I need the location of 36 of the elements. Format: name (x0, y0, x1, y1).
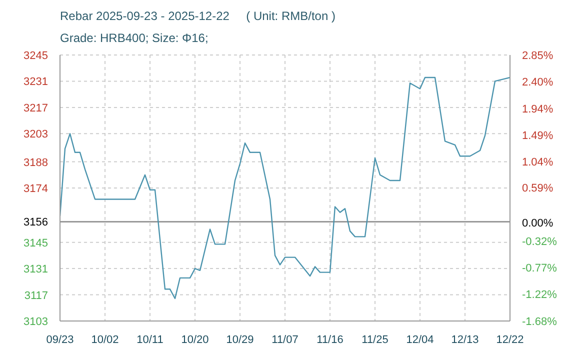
y-tick-label: 3203 (24, 128, 48, 141)
y-tick-label: 3131 (24, 264, 48, 276)
y2-tick-label: 1.49% (522, 130, 554, 142)
x-tick-label: 11/16 (316, 334, 344, 346)
x-tick-label: 11/25 (362, 334, 388, 346)
y2-tick-label: 0.00% (522, 217, 554, 230)
y2-tick-label: -1.22% (522, 288, 558, 301)
y-tick-label: 3103 (24, 316, 48, 328)
x-tick-label: 10/11 (136, 334, 164, 346)
x-tick-label: 12/13 (451, 334, 479, 346)
y2-tick-label: 1.04% (522, 156, 554, 168)
y-tick-label: 3117 (24, 290, 48, 302)
x-tick-label: 09/23 (46, 334, 74, 346)
x-tick-label: 12/22 (496, 334, 524, 346)
y-tick-label: 3188 (24, 156, 48, 169)
y2-tick-label: 1.94% (522, 103, 554, 116)
chart-title: Rebar 2025-09-23 - 2025-12-22 ( Unit: RMB/ton ) (60, 9, 336, 23)
x-tick-label: 12/04 (406, 334, 434, 346)
y-tick-label: 3145 (24, 237, 48, 250)
x-tick-label: 10/20 (181, 334, 209, 346)
chart-subtitle: Grade: HRB400; Size: Φ16; (60, 31, 208, 45)
y2-tick-label: -0.77% (522, 262, 558, 275)
y-tick-label: 3174 (24, 183, 48, 195)
x-tick-label: 10/29 (226, 334, 254, 346)
y-tick-label: 3217 (24, 102, 48, 114)
y2-tick-label: 2.85% (522, 50, 554, 62)
y2-tick-label: -1.68% (522, 316, 558, 328)
y2-tick-label: 0.59% (522, 182, 554, 195)
x-tick-label: 11/07 (272, 334, 298, 346)
line-series (60, 76, 510, 300)
y2-tick-label: -0.32% (522, 236, 558, 248)
y-tick-label: 3231 (24, 76, 48, 88)
y2-tick-label: 2.40% (522, 76, 554, 88)
y-tick-label: 3245 (24, 50, 48, 62)
y-tick-label: 3156 (24, 216, 48, 229)
x-tick-label: 10/02 (91, 334, 119, 346)
